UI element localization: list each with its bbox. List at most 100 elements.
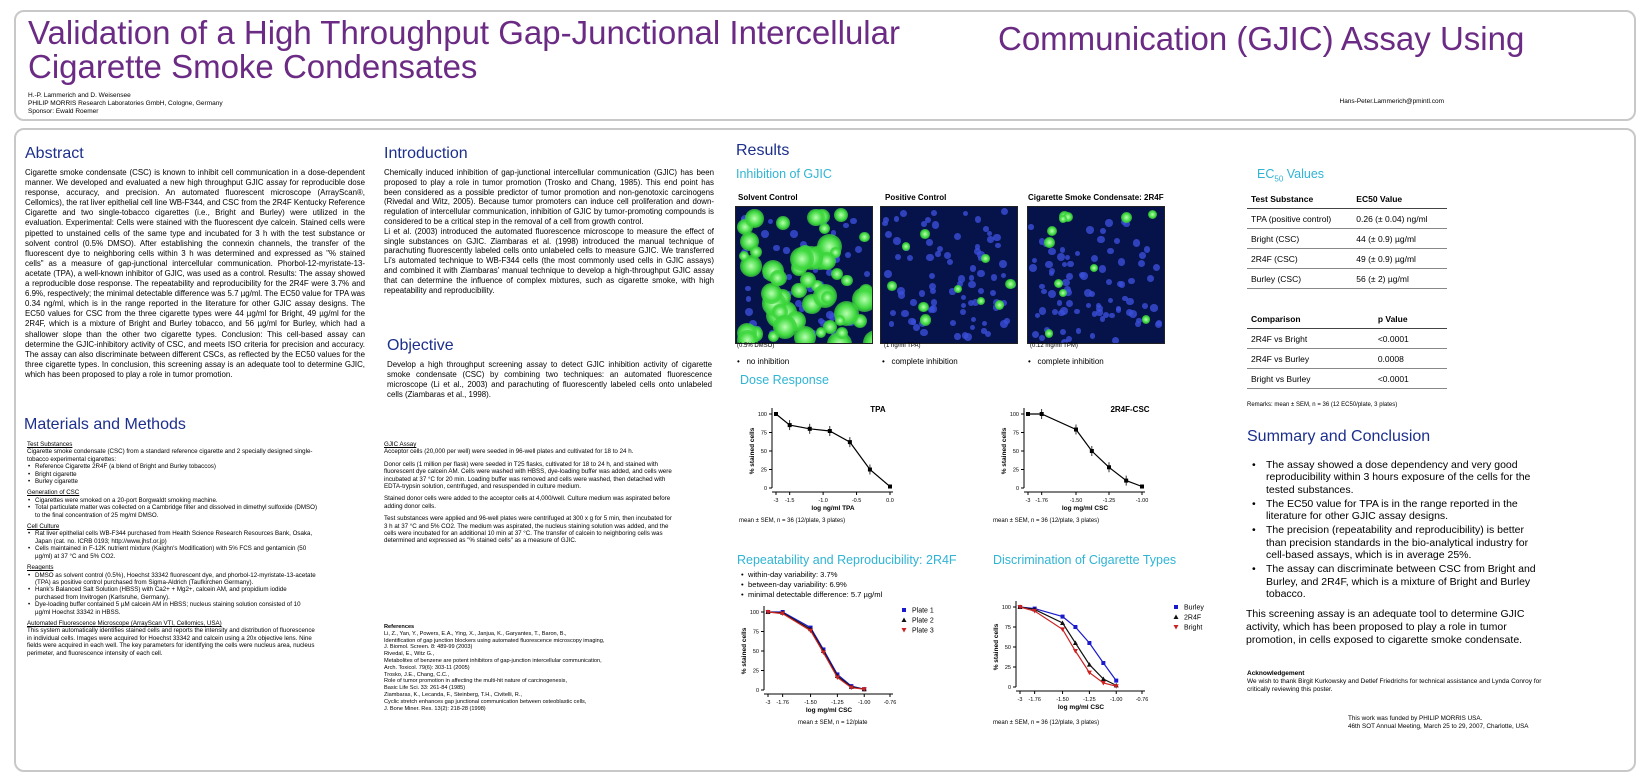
nucleus-blob bbox=[1091, 311, 1098, 318]
nucleus-blob bbox=[972, 299, 980, 307]
nucleus-blob bbox=[957, 275, 966, 283]
data-point bbox=[1073, 625, 1078, 629]
nucleus-blob bbox=[1066, 273, 1073, 280]
stained-cell bbox=[750, 246, 763, 259]
nucleus-blob bbox=[974, 248, 982, 256]
ec50-col-value: EC50 Value bbox=[1352, 190, 1447, 209]
nucleus-blob bbox=[949, 288, 956, 295]
nucleus-blob bbox=[1117, 258, 1126, 267]
nucleus-blob bbox=[1146, 275, 1154, 283]
nucleus-blob bbox=[883, 217, 890, 223]
series-curve bbox=[1019, 606, 1117, 687]
stained-cell bbox=[1058, 215, 1067, 224]
nucleus-blob bbox=[960, 295, 966, 301]
data-point bbox=[1086, 662, 1092, 667]
inhibition-heading: Inhibition of GJIC bbox=[736, 167, 832, 181]
stained-cell bbox=[738, 250, 750, 262]
nucleus-blob bbox=[1039, 283, 1045, 290]
nucleus-blob bbox=[995, 242, 1001, 249]
nucleus-blob bbox=[1102, 311, 1109, 318]
table-cell: <0.0001 bbox=[1373, 328, 1447, 349]
nucleus-blob bbox=[1028, 224, 1034, 230]
legend-marker bbox=[901, 628, 907, 633]
stained-cell bbox=[1043, 237, 1055, 249]
data-point bbox=[820, 650, 826, 656]
stained-cell bbox=[1047, 226, 1058, 237]
y-tick-label: 25 bbox=[1013, 468, 1019, 474]
reference-line: J. Biomol. Screen. 8: 489-99 (2003) bbox=[384, 644, 473, 651]
comparison-col-name: Comparison bbox=[1247, 310, 1374, 329]
repeatability-list: within-day variability: 3.7%between-day … bbox=[740, 570, 882, 600]
poster-body bbox=[14, 128, 1636, 772]
stained-cell bbox=[789, 246, 814, 271]
panel-label-solvent: Solvent Control bbox=[738, 193, 798, 202]
results-heading: Results bbox=[736, 142, 790, 159]
repeatability-heading: Repeatability and Reproducibility: 2R4F bbox=[737, 553, 957, 567]
stained-cell bbox=[794, 326, 817, 343]
stained-cell bbox=[834, 208, 848, 222]
x-axis-label: log mg/ml CSC bbox=[1058, 704, 1105, 711]
nucleus-blob bbox=[761, 230, 769, 239]
nucleus-blob bbox=[1123, 220, 1130, 227]
nucleus-blob bbox=[977, 251, 985, 260]
culture-item: Cells maintained in F-12K nutrient mixtu… bbox=[27, 545, 317, 560]
data-point bbox=[1026, 412, 1030, 416]
nucleus-blob bbox=[1034, 312, 1041, 319]
data-point bbox=[1060, 627, 1066, 632]
nucleus-blob bbox=[935, 251, 941, 257]
test-substances-list: Reference Cigarette 2R4F (a blend of Bri… bbox=[27, 463, 317, 486]
legend-marker bbox=[1173, 614, 1179, 619]
nucleus-blob bbox=[960, 308, 966, 315]
panel-bullet-positive: • complete inhibition bbox=[882, 357, 958, 366]
data-point bbox=[1072, 649, 1078, 654]
reference-line: Arch. Toxicol. 79(6): 303-11 (2005) bbox=[384, 664, 470, 671]
nucleus-blob bbox=[1064, 285, 1072, 293]
y-axis-label: % stained cells bbox=[749, 427, 756, 474]
y-tick-label: 50 bbox=[753, 649, 759, 655]
table-cell: 0.0008 bbox=[1373, 348, 1447, 369]
nucleus-blob bbox=[798, 305, 806, 313]
legend-marker bbox=[901, 617, 907, 622]
table-cell: 2R4F vs Bright bbox=[1247, 328, 1374, 349]
stained-cell bbox=[772, 314, 797, 340]
data-point bbox=[848, 685, 854, 691]
nucleus-blob bbox=[783, 247, 790, 254]
stained-cell bbox=[841, 274, 854, 287]
nucleus-blob bbox=[882, 220, 888, 227]
y-tick-label: 50 bbox=[761, 449, 767, 455]
stained-cell bbox=[822, 319, 837, 334]
nucleus-blob bbox=[1031, 257, 1038, 263]
nucleus-blob bbox=[990, 289, 997, 297]
y-tick-label: 75 bbox=[1013, 431, 1019, 437]
table-cell: Bright (CSC) bbox=[1247, 228, 1353, 249]
nucleus-blob bbox=[1001, 207, 1009, 215]
nucleus-blob bbox=[984, 331, 991, 338]
table-cell: 49 (± 0.9) µg/ml bbox=[1352, 248, 1447, 269]
x-axis-label: log mg/ml CSC bbox=[806, 707, 853, 714]
nucleus-blob bbox=[931, 210, 937, 216]
csc-list: Cigarettes were smoked on a 20-port Borg… bbox=[27, 497, 317, 519]
methods-right-column: GJIC Assay Acceptor cells (20,000 per we… bbox=[384, 441, 674, 545]
reference-line: Role of tumor promotion in affecting the… bbox=[384, 678, 568, 685]
x-tick-label: -0.76 bbox=[884, 700, 897, 706]
nucleus-blob bbox=[1143, 246, 1151, 253]
data-point bbox=[1113, 684, 1119, 689]
nucleus-blob bbox=[1045, 260, 1053, 269]
y-axis-label: % stained cells bbox=[993, 623, 1000, 670]
data-point bbox=[1140, 484, 1144, 489]
x-tick-label: -3 bbox=[1018, 697, 1023, 703]
contact-email[interactable]: Hans-Peter.Lammerich@pmintl.com bbox=[1339, 98, 1445, 105]
stained-cell bbox=[767, 331, 779, 343]
table-cell: Bright vs Burley bbox=[1247, 368, 1374, 389]
micrograph-csc-2r4f bbox=[1027, 206, 1165, 344]
nucleus-blob bbox=[1060, 328, 1067, 335]
nucleus-blob bbox=[1105, 278, 1112, 285]
references-title: References bbox=[384, 624, 415, 630]
nucleus-blob bbox=[968, 275, 975, 281]
nucleus-blob bbox=[845, 252, 852, 259]
nucleus-blob bbox=[894, 253, 901, 260]
stained-cell bbox=[887, 281, 897, 291]
panel-caption-solvent: (0.5% DMSO) bbox=[737, 343, 775, 349]
x-tick-label: -1.50 bbox=[804, 700, 817, 706]
nucleus-blob bbox=[1038, 237, 1046, 245]
